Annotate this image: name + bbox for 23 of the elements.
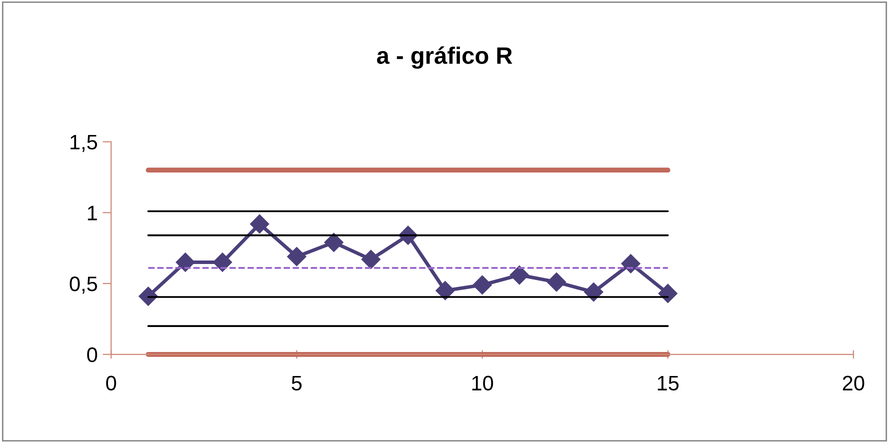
x-tick-label: 10: [472, 376, 494, 391]
point: [250, 214, 270, 234]
x-tick-label: 0: [106, 376, 116, 391]
chart-title: a - gráfico R: [376, 46, 512, 69]
point: [621, 254, 640, 274]
point: [176, 252, 195, 272]
point: [212, 252, 232, 272]
point: [324, 232, 344, 252]
point: [584, 282, 604, 302]
x-tick-label: 5: [292, 376, 302, 391]
y-tick-label: 1: [88, 206, 97, 220]
point: [436, 281, 455, 300]
y-tick-label: 0,5: [70, 276, 98, 294]
point: [510, 265, 529, 285]
x-tick-label: 20: [842, 376, 864, 391]
point: [658, 284, 678, 303]
point: [546, 272, 566, 292]
point: [472, 275, 492, 294]
point: [361, 250, 380, 269]
x-tick-label: 15: [658, 376, 679, 391]
y-tick-label: 0: [87, 347, 98, 362]
point: [287, 247, 306, 266]
y-tick-label: 1,5: [70, 134, 98, 152]
